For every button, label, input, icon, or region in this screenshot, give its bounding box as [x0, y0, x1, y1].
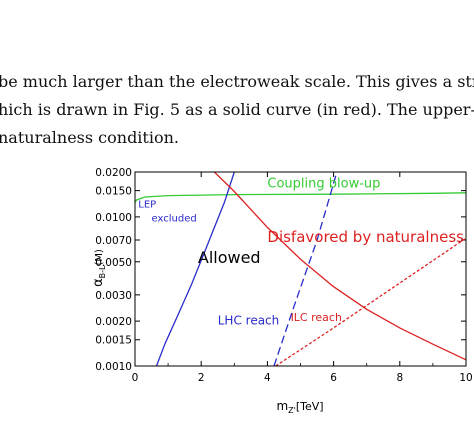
x-axis-label-sub: Z' — [288, 406, 296, 415]
x-tick-label: 10 — [459, 372, 472, 384]
y-tick-label: 0.0070 — [95, 235, 132, 247]
series-lep-line — [155, 172, 235, 366]
axis-ticks — [134, 171, 467, 367]
y-axis-label-sub: B-L — [98, 265, 107, 278]
x-axis-label-unit: [TeV] — [296, 400, 324, 413]
annotation-lep_label_1: LEP — [138, 199, 156, 210]
y-tick-label: 0.0030 — [95, 290, 132, 302]
x-tick-label: 6 — [330, 372, 337, 384]
annotation-ilc_label: ILC reach — [291, 311, 342, 324]
series-coupling-line — [135, 192, 466, 203]
annotations-layer: Coupling blow-up LEP excluded Allowed Disfav… — [138, 176, 464, 327]
annotation-lep_label_2: excluded — [152, 214, 197, 225]
y-tick-label: 0.0015 — [95, 335, 132, 347]
y-tick-label: 0.0100 — [95, 212, 132, 224]
x-axis-label: mZ'[TeV] — [276, 399, 323, 415]
y-tick-label: 0.0050 — [95, 257, 132, 269]
y-axis-label-main: α — [91, 278, 106, 287]
series-lhc-line — [273, 172, 338, 366]
body-text-line-2: hich is drawn in Fig. 5 as a solid curve… — [0, 100, 474, 119]
y-axis-label-arg: (M) — [94, 249, 105, 266]
y-tick-label: 0.0010 — [95, 361, 132, 373]
body-text-line-3: naturalness condition. — [0, 128, 179, 147]
body-text-line-1: be much larger than the electroweak scal… — [0, 72, 474, 91]
tick-labels: 0 2 4 6 8 10 0.0010 0.0015 0.0020 0.0030 0.0050 0.0… — [95, 167, 472, 384]
x-tick-label: 8 — [396, 372, 403, 384]
x-tick-label: 0 — [132, 372, 139, 384]
series-layer — [135, 172, 466, 366]
annotation-lhc_label: LHC reach — [218, 313, 280, 327]
y-axis-label: αB-L(M) — [91, 249, 107, 287]
y-tick-label: 0.0020 — [95, 316, 132, 328]
y-tick-label: 0.0200 — [95, 167, 132, 179]
x-axis-label-main: m — [276, 399, 288, 413]
annotation-allowed_label: Allowed — [198, 248, 261, 267]
annotation-disfavored_label: Disfavored by naturalness — [267, 228, 464, 246]
plot-frame — [134, 171, 467, 367]
x-tick-label: 2 — [198, 372, 205, 384]
series-natural-line — [213, 172, 466, 361]
annotation-coupling_label: Coupling blow-up — [267, 176, 380, 191]
y-tick-label: 0.0150 — [95, 186, 132, 198]
x-tick-label: 4 — [264, 372, 271, 384]
